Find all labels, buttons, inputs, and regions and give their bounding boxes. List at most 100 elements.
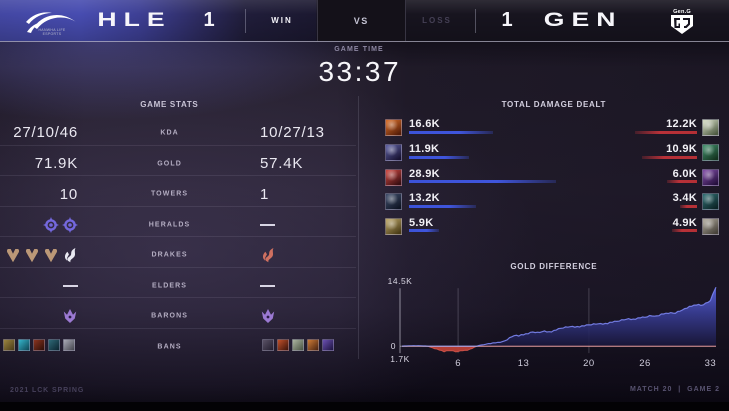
banned-champion-thumbnail: [277, 338, 289, 351]
team-right-abbr-text: GEN: [544, 9, 623, 31]
damage-value: 6.0K: [672, 167, 697, 180]
stat-row-bans: BANS: [0, 332, 356, 362]
stat-row-separator: [0, 327, 356, 329]
champion-icon: [385, 217, 402, 235]
stat-cell-left: [0, 240, 78, 270]
gen-g-team-logo: Gen.G: [671, 9, 693, 34]
team-left-name: HLE: [92, 0, 170, 41]
stat-cell-left: 10: [0, 179, 78, 209]
damage-bar: [409, 204, 476, 208]
banned-champion-thumbnail: [307, 338, 319, 351]
stat-row-separator: [0, 144, 356, 146]
total-damage-title: TOTAL DAMAGE DEALT: [501, 100, 607, 109]
banned-champion-thumbnail: [322, 338, 334, 351]
mountain-drake-icon: [44, 249, 58, 263]
herald-icon: [62, 216, 78, 233]
champion-icon: [702, 144, 719, 161]
damage-row-left: 5.9K: [0, 217, 729, 236]
team-left-result: WIN: [246, 0, 316, 41]
stat-cell-right: [260, 301, 356, 331]
damage-value: 4.9K: [672, 216, 697, 229]
team-left-result-text: WIN: [271, 16, 293, 25]
champion-icon: [385, 144, 402, 161]
team-right-score-text: 1: [501, 9, 513, 31]
stat-value-left: 10: [59, 185, 78, 203]
damage-bar: [666, 180, 697, 184]
banned-champion-thumbnail: [48, 338, 60, 351]
damage-value: 10.9K: [666, 143, 697, 155]
team-right-result-text: LOSS: [422, 16, 452, 25]
stat-cell-right: 10/27/13: [260, 118, 356, 148]
gold-difference-title: GOLD DIFFERENCE: [510, 262, 598, 271]
stat-row-separator: [0, 175, 356, 177]
stat-value-left: 27/10/46: [13, 124, 78, 141]
damage-bar: [672, 229, 697, 233]
stat-row-towers: 10 TOWERS 1: [0, 179, 356, 209]
damage-row-right: 10.9K: [0, 143, 729, 162]
stat-row-elders: ELDERS: [0, 271, 356, 301]
team-left-score-text: 1: [203, 9, 215, 31]
stat-cell-right: [260, 210, 356, 240]
cloud-drake-icon: [64, 248, 76, 263]
stat-row-kda: 27/10/46 KDA 10/27/13: [0, 118, 356, 148]
damage-bar: [635, 130, 697, 134]
champion-icon: [702, 217, 719, 235]
header-separator-left: [245, 9, 246, 33]
stat-row-separator: [0, 266, 356, 268]
match-header: HANWHA LIFE ESPORTS HLE 1 WIN VS LOSS 1 G…: [0, 0, 729, 42]
bans-list: [3, 338, 75, 351]
champion-icon: [702, 193, 719, 211]
damage-row-left: 13.2K: [0, 192, 729, 211]
banned-champion-thumbnail: [18, 338, 30, 351]
stat-value-right: 1: [260, 185, 270, 203]
damage-bar: [409, 229, 439, 233]
game-time-block: GAME TIME 33:37: [0, 46, 723, 88]
stat-cell-right: [260, 271, 356, 301]
damage-value: 3.4K: [672, 192, 697, 205]
stat-label: GOLD: [157, 160, 182, 167]
stat-row-drakes: DRAKES: [0, 240, 356, 270]
stat-row-heralds: HERALDS: [0, 210, 356, 240]
banned-champion-thumbnail: [262, 338, 274, 351]
footer-league-label: 2021 LCK SPRING: [10, 387, 85, 394]
herald-icon: [43, 216, 59, 233]
header-bottom-line: [0, 41, 729, 42]
bans-list: [262, 338, 334, 351]
team-right-name: GEN: [540, 0, 620, 41]
stat-cell-right: 57.4K: [260, 149, 356, 179]
stat-cell-left: 27/10/46: [0, 118, 78, 148]
champion-icon: [702, 119, 719, 137]
team-right-result: LOSS: [404, 0, 468, 41]
gen-g-logo-wordmark: Gen.G: [673, 9, 691, 15]
game-time-label: GAME TIME: [334, 46, 384, 53]
stat-label: KDA: [160, 129, 179, 136]
header-separator-right: [475, 9, 476, 33]
hle-logo-subtext: HANWHA LIFE ESPORTS: [24, 28, 80, 36]
damage-value: 28.9K: [409, 167, 440, 180]
infernal-drake-icon: [262, 248, 274, 263]
stat-cell-right: [260, 332, 356, 362]
game-time-value: 33:37: [318, 56, 402, 87]
stat-label: DRAKES: [151, 251, 188, 259]
stat-cell-right: 1: [260, 179, 356, 209]
footer-match-label: MATCH 20 | GAME 2: [629, 386, 720, 393]
stat-value-left: 71.9K: [34, 155, 78, 172]
stat-cell-left: 71.9K: [0, 149, 78, 179]
hle-team-logo: [26, 12, 76, 33]
vs-label: VS: [318, 0, 403, 41]
panel-divider-line: [358, 96, 359, 359]
stat-row-separator: [0, 205, 356, 207]
damage-bar: [679, 204, 697, 208]
champion-icon: [385, 168, 402, 186]
damage-row-right: 12.2K: [0, 118, 729, 137]
stat-label: TOWERS: [150, 190, 189, 198]
dash-icon: [260, 223, 275, 226]
vs-box: [317, 0, 406, 41]
stat-cell-right: [260, 240, 356, 270]
baron-icon: [63, 309, 77, 324]
champion-icon: [385, 193, 402, 211]
team-left-score: 1: [192, 0, 226, 41]
damage-bar: [409, 155, 470, 159]
champion-icon: [702, 168, 719, 186]
